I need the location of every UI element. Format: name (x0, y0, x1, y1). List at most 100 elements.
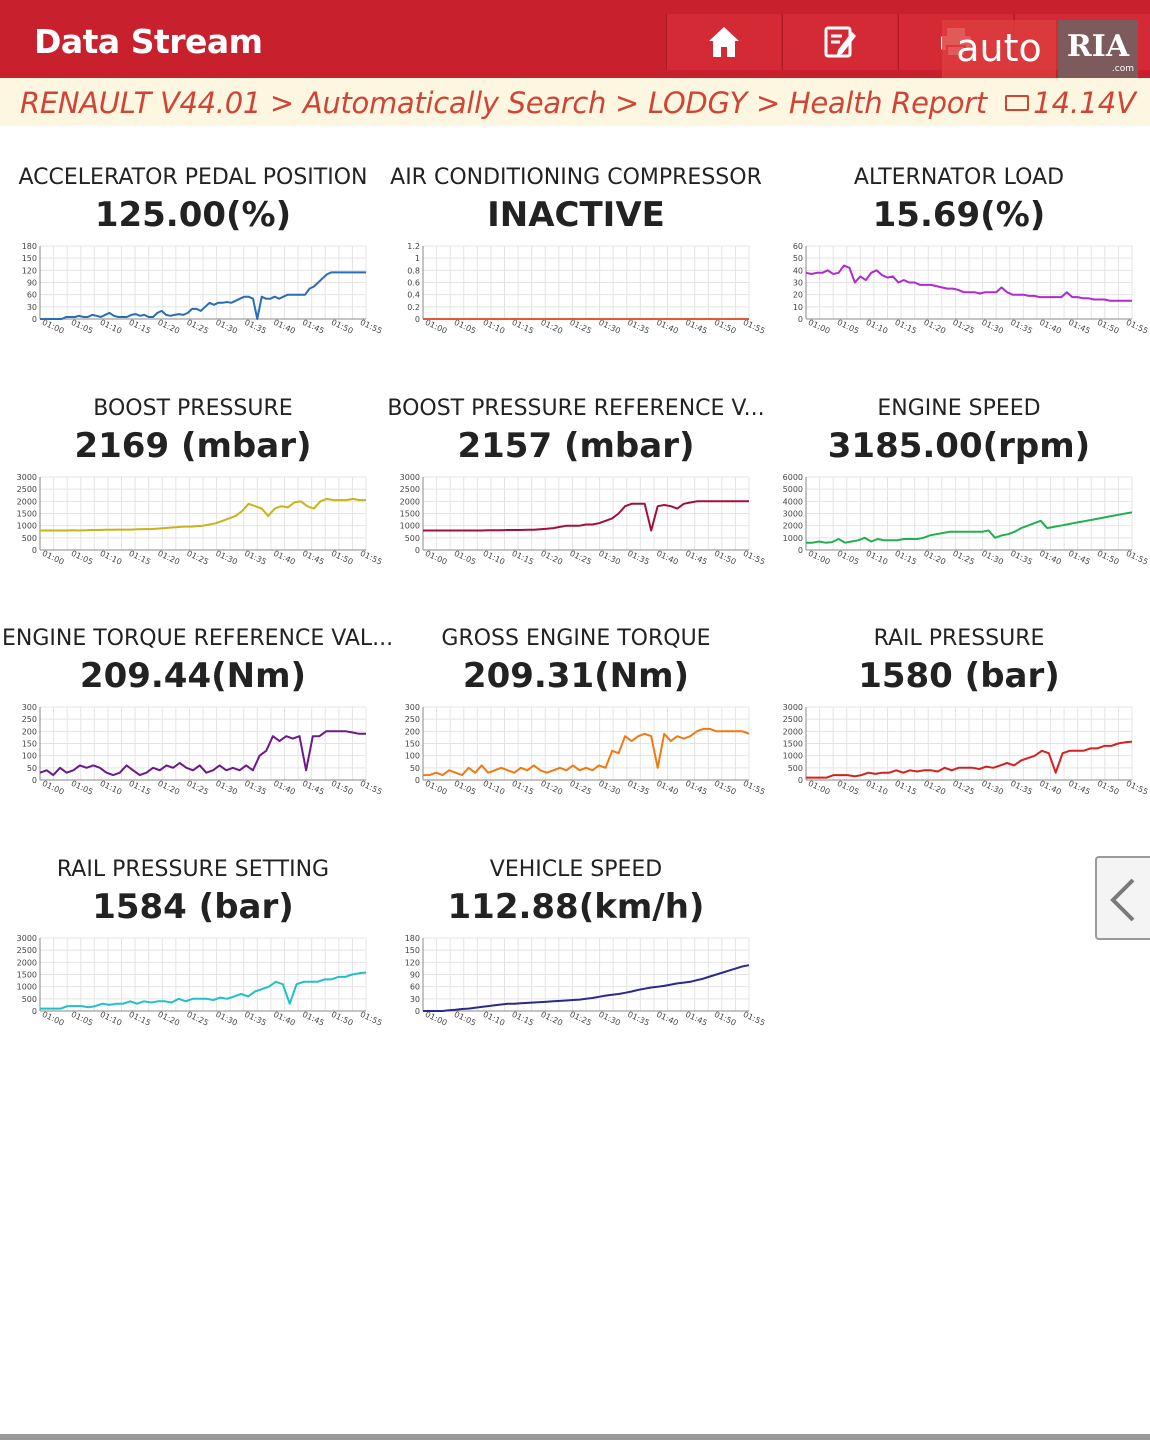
x-tick-label: 01:10 (99, 779, 124, 797)
y-tick-label: 1.2 (407, 242, 420, 251)
x-tick-label: 01:55 (359, 1010, 384, 1028)
x-tick-label: 01:35 (243, 1010, 268, 1028)
y-tick-label: 120 (405, 958, 420, 967)
stream-card[interactable]: RAIL PRESSURE 1580 (bar) 3000 2500 2000 1500 1… (768, 626, 1150, 846)
x-tick-label: 01:15 (127, 549, 152, 567)
y-tick-label: 1500 (17, 971, 37, 980)
x-tick-label: 01:30 (980, 549, 1005, 567)
parameter-name: ALTERNATOR LOAD (853, 165, 1065, 190)
x-tick-label: 01:20 (156, 318, 181, 336)
y-tick-label: 150 (22, 254, 37, 263)
home-icon (709, 27, 739, 57)
y-tick-label: 250 (22, 715, 37, 724)
parameter-name: BOOST PRESSURE REFERENCE V... (387, 396, 765, 421)
y-tick-label: 250 (405, 715, 420, 724)
series-line (806, 511, 1133, 544)
parameter-value: 209.44(Nm) (79, 656, 307, 696)
stream-card[interactable]: ALTERNATOR LOAD 15.69(%) 60 50 40 30 20 10 0 01:0… (768, 165, 1150, 385)
y-tick-label: 20 (793, 291, 803, 300)
parameter-name: ACCELERATOR PEDAL POSITION (18, 165, 368, 190)
x-tick-label: 01:10 (865, 318, 890, 336)
parameter-value: 125.00(%) (94, 195, 292, 235)
series-line (805, 264, 1132, 302)
y-tick-label: 150 (405, 740, 420, 749)
y-tick-label: 0.2 (407, 303, 420, 312)
home-button[interactable] (666, 14, 781, 70)
parameter-name: GROSS ENGINE TORQUE (441, 626, 711, 651)
stream-card[interactable]: ENGINE TORQUE REFERENCE VAL... 209.44(Nm)… (2, 626, 393, 846)
x-tick-label: 01:05 (70, 318, 95, 336)
x-tick-label: 01:10 (482, 779, 507, 797)
x-tick-label: 01:10 (99, 549, 124, 567)
x-tick-label: 01:40 (655, 779, 680, 797)
bottom-divider (0, 1434, 1150, 1440)
stream-card[interactable]: VEHICLE SPEED 112.88(km/h) 180 150 120 90 60 30… (385, 857, 767, 1077)
watermark-ria: RIA (1058, 20, 1138, 78)
x-tick-label: 01:05 (836, 549, 861, 567)
stream-card[interactable]: BOOST PRESSURE REFERENCE V... 2157 (mbar)… (385, 396, 767, 616)
x-tick-label: 01:20 (922, 779, 947, 797)
stream-card[interactable]: ACCELERATOR PEDAL POSITION 125.00(%) 180 15… (2, 165, 384, 385)
x-tick-label: 01:55 (742, 549, 767, 567)
x-tick-label: 01:25 (568, 549, 593, 567)
x-tick-label: 01:15 (510, 549, 535, 567)
y-tick-label: 180 (405, 934, 420, 943)
side-panel-toggle[interactable] (1095, 856, 1150, 940)
y-tick-label: 0 (798, 315, 803, 324)
y-tick-label: 2000 (783, 727, 803, 736)
y-tick-label: 2000 (17, 958, 37, 967)
x-tick-label: 01:10 (482, 318, 507, 336)
y-tick-label: 1000 (783, 752, 803, 761)
x-tick-label: 01:05 (453, 318, 478, 336)
y-tick-label: 0 (415, 315, 420, 324)
y-tick-label: 0 (415, 776, 420, 785)
y-tick-label: 300 (405, 703, 420, 712)
x-tick-label: 01:35 (243, 318, 268, 336)
stream-card[interactable]: AIR CONDITIONING COMPRESSOR INACTIVE 1.2 1 0… (385, 165, 767, 385)
x-tick-label: 01:05 (70, 1010, 95, 1028)
y-tick-label: 0.8 (407, 266, 420, 275)
parameter-name: VEHICLE SPEED (489, 857, 663, 882)
y-tick-label: 500 (22, 995, 37, 1004)
x-tick-label: 01:20 (539, 1010, 564, 1028)
voltage-indicator: 14.14V (1005, 86, 1136, 120)
x-tick-label: 01:40 (272, 318, 297, 336)
x-tick-label: 01:50 (330, 549, 355, 567)
stream-card[interactable]: RAIL PRESSURE SETTING 1584 (bar) 3000 2500 2… (2, 857, 384, 1077)
x-tick-label: 01:20 (539, 779, 564, 797)
x-tick-label: 01:35 (1009, 318, 1034, 336)
parameter-value: 1580 (bar) (858, 656, 1060, 696)
x-tick-label: 01:40 (655, 318, 680, 336)
x-tick-label: 01:30 (214, 318, 239, 336)
edit-report-button[interactable] (782, 14, 897, 70)
x-tick-label: 01:50 (713, 1010, 738, 1028)
y-tick-label: 2000 (783, 522, 803, 531)
page-title: Data Stream (34, 22, 263, 61)
y-tick-label: 50 (410, 764, 420, 773)
y-tick-label: 60 (793, 242, 803, 251)
x-tick-label: 01:45 (684, 549, 709, 567)
x-tick-label: 01:55 (359, 549, 384, 567)
parameter-value: 112.88(km/h) (447, 887, 705, 927)
x-tick-label: 01:15 (127, 1010, 152, 1028)
series-line (40, 497, 366, 532)
y-tick-label: 3000 (17, 473, 37, 482)
y-tick-label: 3000 (17, 934, 37, 943)
x-tick-label: 01:25 (185, 318, 210, 336)
x-tick-label: 01:15 (510, 318, 535, 336)
x-tick-label: 01:55 (1125, 318, 1150, 336)
battery-icon (1005, 95, 1030, 111)
x-tick-label: 01:35 (243, 549, 268, 567)
stream-card[interactable]: BOOST PRESSURE 2169 (mbar) 3000 2500 2000 150… (2, 396, 384, 616)
x-tick-label: 01:15 (893, 779, 918, 797)
y-tick-label: 200 (22, 727, 37, 736)
stream-card[interactable]: ENGINE SPEED 3185.00(rpm) 6000 5000 4000 3000… (768, 396, 1150, 616)
x-tick-label: 01:35 (626, 1010, 651, 1028)
x-tick-label: 01:05 (836, 318, 861, 336)
stream-card[interactable]: GROSS ENGINE TORQUE 209.31(Nm) 300 250 200 15… (385, 626, 767, 846)
x-tick-label: 01:10 (482, 1010, 507, 1028)
parameter-value: INACTIVE (487, 195, 665, 235)
y-tick-label: 40 (793, 266, 803, 275)
